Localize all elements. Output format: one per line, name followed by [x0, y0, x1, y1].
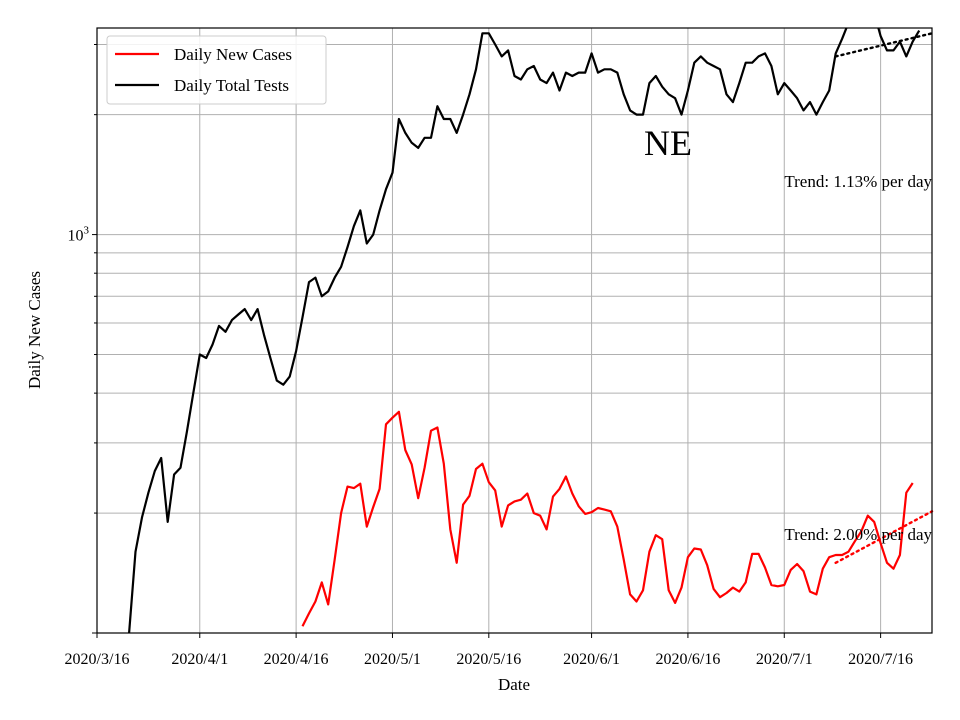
- x-tick-label: 2020/4/16: [264, 651, 329, 668]
- y-axis-label: Daily New Cases: [25, 271, 44, 389]
- legend-box: [106, 35, 327, 105]
- x-tick-label: 2020/5/1: [364, 651, 421, 668]
- trend-lines: [834, 32, 934, 565]
- x-tick-label: 2020/7/16: [848, 651, 913, 668]
- x-axis-label: Date: [498, 675, 530, 694]
- x-tick-label: 2020/7/1: [756, 651, 813, 668]
- series-area: [128, 28, 921, 633]
- y-tick-label: 103: [68, 225, 90, 245]
- x-tick-label: 2020/5/16: [456, 651, 521, 668]
- trend-label-tests: Trend: 1.13% per day: [784, 172, 932, 191]
- trend-line-tests: [834, 32, 934, 58]
- plot-frame: [96, 27, 933, 634]
- series-line-tests: [128, 28, 921, 633]
- chart-title: NE: [644, 123, 692, 163]
- x-tick-label: 2020/6/1: [563, 651, 620, 668]
- axis-ticks: 103 2020/3/16 2020/4/1 2020/4/16 2020/5/1 202…: [65, 43, 913, 668]
- series-line-cases: [301, 410, 914, 627]
- trend-line-cases: [834, 510, 934, 565]
- x-tick-label: 2020/3/16: [65, 651, 130, 668]
- legend: Daily New Cases Daily Total Tests: [106, 35, 327, 105]
- legend-label-tests: Daily Total Tests: [174, 76, 289, 95]
- x-tick-label: 2020/4/1: [171, 651, 228, 668]
- x-tick-label: 2020/6/16: [655, 651, 720, 668]
- trend-label-cases: Trend: 2.00% per day: [784, 525, 932, 544]
- legend-label-cases: Daily New Cases: [174, 45, 292, 64]
